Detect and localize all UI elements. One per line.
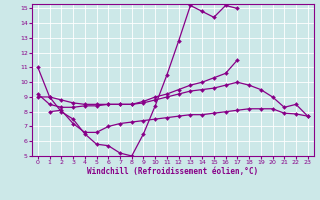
X-axis label: Windchill (Refroidissement éolien,°C): Windchill (Refroidissement éolien,°C) bbox=[87, 167, 258, 176]
